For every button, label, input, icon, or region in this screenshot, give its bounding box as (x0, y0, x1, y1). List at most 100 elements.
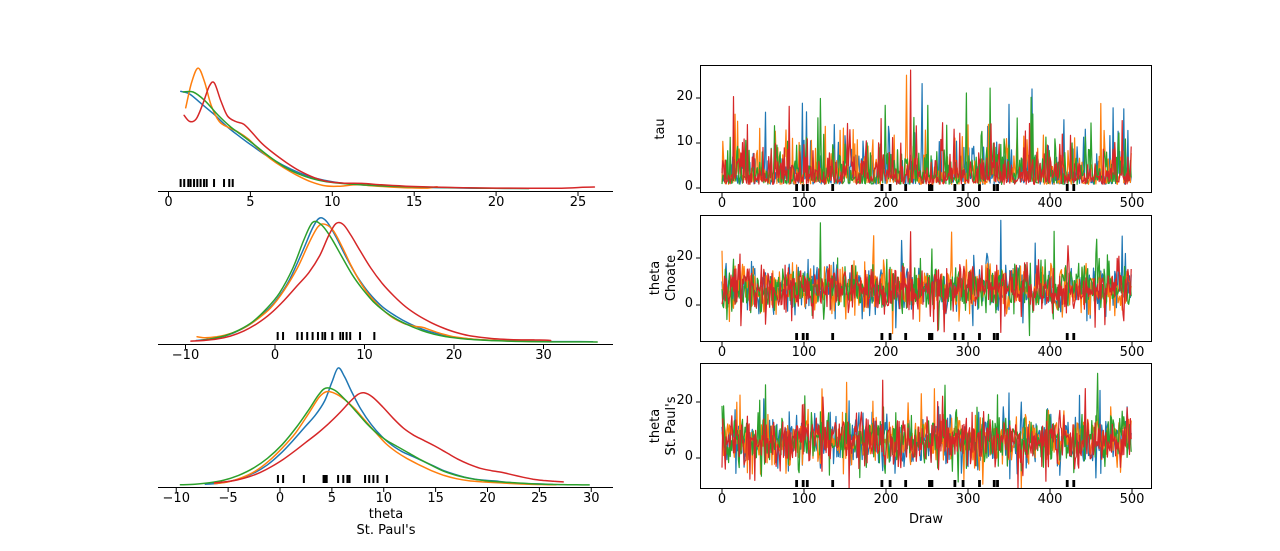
kde-curve-chain-3 (190, 221, 552, 342)
rug-mark (228, 179, 231, 187)
x-tick-label: 500 (1119, 345, 1145, 360)
rug-mark (342, 332, 345, 340)
rug-mark (359, 332, 362, 340)
rug-mark (368, 475, 371, 483)
y-tick-label: 0 (684, 449, 693, 464)
divergence-rug-mark (961, 333, 965, 340)
divergence-rug-mark (904, 480, 908, 487)
kde-curve-chain-0 (195, 216, 594, 343)
rug-mark (276, 332, 279, 340)
x-tick-label: 30 (582, 491, 600, 506)
rug-mark (205, 179, 208, 187)
x-tick-label: 20 (487, 195, 505, 210)
x-tick-label: 10 (375, 491, 393, 506)
x-tick-label: −10 (171, 348, 200, 363)
x-tick-label: 30 (535, 348, 552, 363)
rug-mark (339, 332, 342, 340)
xlabel-draw: Draw (909, 512, 943, 527)
kde-curve-chain-3 (183, 81, 596, 190)
rug-mark (282, 332, 285, 340)
divergence-rug-mark (904, 184, 908, 191)
x-tick-label: 200 (873, 345, 899, 360)
rug-mark (316, 332, 319, 340)
divergence-rug-mark (801, 480, 805, 487)
rug-mark (300, 332, 303, 340)
divergence-rug-mark (1072, 184, 1076, 191)
divergence-rug-mark (831, 184, 835, 191)
rug-mark (276, 475, 279, 483)
divergence-rug-mark (930, 333, 934, 340)
rug-mark (199, 179, 202, 187)
kde-curve-chain-2 (182, 90, 530, 190)
axes-frame (700, 65, 1152, 193)
x-tick-label: 0 (717, 345, 727, 360)
panel-theta-stpauls-kde (158, 356, 613, 492)
axes-frame (700, 363, 1152, 489)
panel-theta-choate-kde (158, 210, 613, 349)
rug-mark (376, 475, 379, 483)
divergence-rug-mark (992, 480, 996, 487)
trace-line-chain-2 (721, 222, 1132, 337)
x-tick-label: 100 (791, 492, 817, 507)
rug-mark (322, 475, 325, 483)
divergence-rug-mark (888, 480, 892, 487)
divergence-rug-mark (795, 184, 799, 191)
y-tick-label: 20 (676, 249, 693, 264)
divergence-rug-mark (953, 333, 957, 340)
x-tick-label: 400 (1037, 196, 1063, 211)
divergence-rug-mark (953, 184, 957, 191)
divergence-rug-mark (930, 480, 934, 487)
kde-curve-chain-2 (200, 220, 598, 343)
y-tick-label: 0 (684, 296, 693, 311)
divergence-rug-mark (805, 333, 809, 340)
divergence-rug-mark (880, 333, 884, 340)
rug-mark (348, 475, 351, 483)
divergence-rug-mark (805, 480, 809, 487)
rug-mark (296, 332, 299, 340)
divergence-rug-mark (978, 333, 981, 340)
x-tick-label: 300 (955, 196, 981, 211)
kde-curve-chain-0 (204, 367, 554, 486)
divergence-rug-mark (1065, 333, 1069, 340)
x-tick-label: 500 (1119, 492, 1145, 507)
x-tick-label: 0 (717, 492, 727, 507)
divergence-rug-mark (795, 480, 799, 487)
theta-choate-trace-svg (696, 215, 1152, 346)
x-tick-label: 25 (569, 195, 587, 210)
divergence-rug-mark (961, 184, 965, 191)
rug-mark (342, 475, 345, 483)
rug-mark (179, 179, 182, 187)
x-tick-label: 5 (327, 491, 337, 506)
x-tick-label: 400 (1037, 492, 1063, 507)
rug-mark (324, 475, 327, 483)
divergence-rug-mark (928, 184, 931, 191)
trace-line-chain-3 (721, 379, 1132, 488)
rug-mark (373, 332, 376, 340)
x-tick-label: 0 (275, 491, 285, 506)
rug-mark (324, 332, 327, 340)
x-tick-label: 10 (324, 195, 341, 210)
divergence-rug-mark (1065, 480, 1069, 487)
xlabel-theta-line1: theta (368, 507, 404, 522)
rug-mark (223, 179, 226, 187)
divergence-rug-mark (805, 184, 809, 191)
panel-tau-kde (158, 50, 613, 196)
x-tick-label: 10 (356, 348, 373, 363)
y-tick-label: 20 (676, 89, 693, 104)
y-tick-label: 20 (676, 393, 693, 408)
rug-mark (189, 179, 192, 187)
x-tick-label: 200 (873, 492, 899, 507)
divergence-rug-mark (992, 333, 996, 340)
rug-mark (345, 332, 348, 340)
divergence-rug-mark (928, 480, 931, 487)
divergence-rug-mark (831, 333, 835, 340)
kde-curve-chain-1 (213, 390, 557, 486)
rug-mark (203, 179, 206, 187)
x-tick-label: 300 (955, 492, 981, 507)
divergence-rug-mark (953, 480, 957, 487)
rug-mark (364, 475, 367, 483)
rug-mark (193, 179, 196, 187)
rug-mark (183, 179, 186, 187)
x-tick-label: 5 (246, 195, 255, 210)
